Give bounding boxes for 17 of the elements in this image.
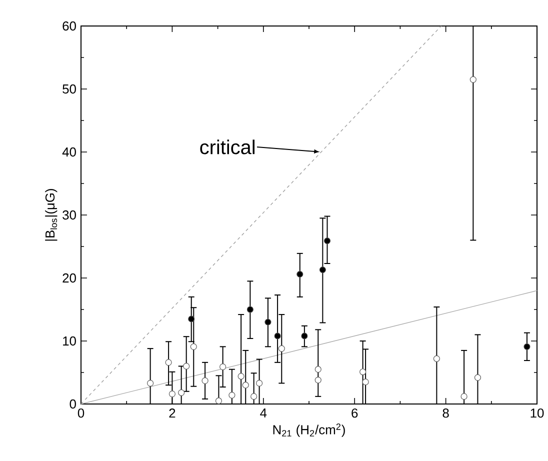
x-tick-label: 8 (442, 408, 449, 418)
annotation: critical (200, 140, 254, 154)
y-tick-label: 30 (62, 210, 76, 220)
x-tick-label: 0 (78, 408, 84, 418)
y-tick-label: 60 (62, 21, 76, 31)
y-tick-label: 50 (62, 84, 76, 94)
y-axis-title: |B$_{los}$|(μG) (45, 188, 58, 241)
x-tick-label: 4 (260, 408, 267, 418)
x-axis-title: N$_{21}$ (H$_{2}$/cm$^{2}$) (273, 424, 345, 437)
y-tick-label: 20 (62, 273, 76, 283)
x-tick-label: 10 (530, 408, 544, 418)
y-tick-label: 10 (63, 336, 76, 346)
point (314, 366, 322, 373)
x-tick-label: 6 (352, 408, 358, 418)
y-tick-label: 0 (70, 399, 76, 409)
x-tick-label: 2 (169, 408, 176, 418)
y-tick-label: 40 (62, 147, 76, 157)
